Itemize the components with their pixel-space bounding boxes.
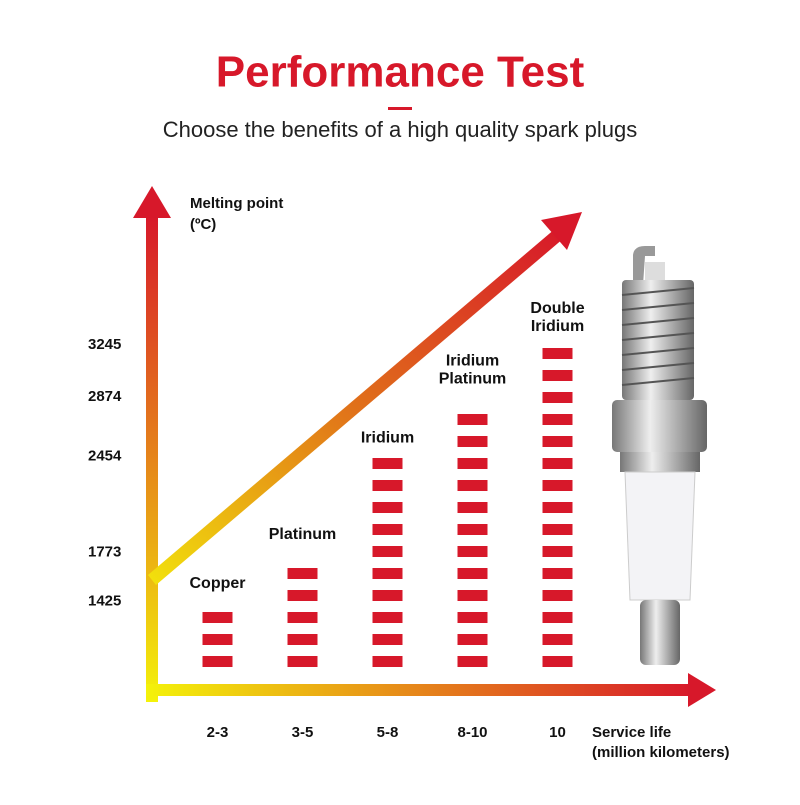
bar-segment (287, 656, 318, 667)
bar-segment (542, 458, 573, 469)
bar-segment (457, 590, 488, 601)
bar-segment (457, 568, 488, 579)
bar-segment (457, 458, 488, 469)
chart-title: Performance Test (216, 48, 585, 97)
bar-segment (457, 480, 488, 491)
bar-label: Platinum (439, 370, 507, 387)
bar-label: Iridium (361, 430, 414, 447)
bar-label: Platinum (269, 526, 337, 543)
bar-segment (542, 634, 573, 645)
bar-label: Copper (190, 575, 246, 592)
x-tick-label: 10 (549, 724, 566, 741)
bar-segment (457, 634, 488, 645)
bar-segment (542, 524, 573, 535)
bar-segment (372, 502, 403, 513)
bar (542, 348, 573, 667)
trend-arrow-head (541, 212, 582, 250)
x-tick-label: 3-5 (292, 724, 314, 741)
bar-segment (542, 656, 573, 667)
bar-segment (372, 612, 403, 623)
bar-segment (542, 502, 573, 513)
bar-segment (542, 436, 573, 447)
bar (202, 612, 233, 667)
bar-segment (542, 370, 573, 381)
bar-segment (287, 568, 318, 579)
bar-segment (372, 480, 403, 491)
y-tick-label: 1773 (88, 544, 121, 561)
y-tick-label: 3245 (88, 336, 121, 353)
bar-segment (372, 590, 403, 601)
title-underline (388, 107, 412, 110)
bar (372, 458, 403, 667)
bar-segment (372, 524, 403, 535)
chart-subtitle: Choose the benefits of a high quality sp… (163, 117, 638, 142)
bar-label: Iridium (446, 352, 499, 369)
bar-segment (372, 546, 403, 557)
x-tick-label: 8-10 (457, 724, 487, 741)
bar-segment (457, 546, 488, 557)
y-tick-label: 1425 (88, 593, 121, 610)
bar-label: Double (530, 300, 584, 317)
bar-segment (542, 348, 573, 359)
bar-segment (372, 656, 403, 667)
x-axis-label: (million kilometers) (592, 744, 730, 761)
bar-segment (457, 656, 488, 667)
x-tick-label: 5-8 (377, 724, 399, 741)
bar-segment (542, 612, 573, 623)
y-axis-label: Melting point (190, 195, 283, 212)
bar-segment (287, 634, 318, 645)
bar-segment (202, 634, 233, 645)
bar-segment (457, 436, 488, 447)
bar-segment (372, 634, 403, 645)
x-axis-label: Service life (592, 724, 671, 741)
x-axis-arrow (688, 673, 716, 707)
bar-segment (457, 524, 488, 535)
bar-segment (372, 568, 403, 579)
y-axis-label: (ºC) (190, 216, 216, 233)
bar-label: Iridium (531, 318, 584, 335)
bar-segment (372, 458, 403, 469)
y-axis-arrow (133, 186, 171, 218)
x-axis (146, 684, 692, 696)
y-axis (146, 215, 158, 702)
bar-segment (457, 612, 488, 623)
bar-segment (542, 480, 573, 491)
bar-segment (542, 568, 573, 579)
y-tick-label: 2874 (88, 388, 122, 405)
bar-segment (542, 392, 573, 403)
bar-segment (457, 502, 488, 513)
spark-plug-illustration (612, 246, 707, 665)
bar-segment (202, 656, 233, 667)
bar-segment (542, 590, 573, 601)
trend-arrow (148, 228, 564, 585)
bar-segment (457, 414, 488, 425)
bar-segment (542, 414, 573, 425)
x-tick-label: 2-3 (207, 724, 229, 741)
bar-segment (287, 590, 318, 601)
bar (287, 568, 318, 667)
bar-segment (542, 546, 573, 557)
bar-segment (287, 612, 318, 623)
bar-segment (202, 612, 233, 623)
y-tick-label: 2454 (88, 447, 122, 464)
bar (457, 414, 488, 667)
